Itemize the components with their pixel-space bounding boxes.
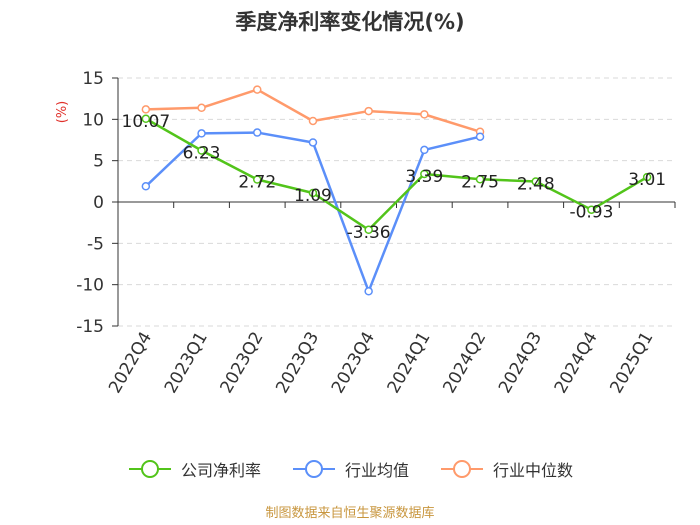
data-point	[420, 110, 429, 119]
data-label: 10.07	[122, 112, 171, 132]
x-tick-label: 2023Q1	[161, 329, 212, 397]
legend: 公司净利率 行业均值 行业中位数	[0, 457, 700, 481]
data-point	[141, 182, 151, 191]
data-labels: 10.07 6.23 2.72 1.09 -3.36 3.39 2.75 2.48 -0.93 3…	[122, 112, 667, 243]
legend-label: 行业均值	[344, 461, 409, 480]
data-label: 2.48	[517, 174, 555, 194]
data-point	[475, 132, 485, 141]
grid-lines	[118, 77, 675, 327]
x-tick-label: 2025Q1	[606, 329, 657, 397]
data-point	[475, 175, 485, 184]
data-point	[197, 129, 206, 138]
data-label: -3.36	[347, 223, 391, 243]
x-tick-label: 2024Q3	[495, 329, 546, 397]
data-point	[253, 128, 262, 137]
data-point	[364, 225, 373, 235]
x-tick-label: 2023Q2	[217, 329, 268, 397]
data-point	[642, 172, 652, 182]
legend-item[interactable]: 行业均值	[291, 457, 409, 481]
legend-marker-icon	[292, 460, 335, 478]
y-tick-label: -15	[76, 317, 104, 337]
data-point	[141, 114, 151, 124]
source-note: 制图数据来自恒生聚源数据库	[265, 506, 435, 521]
y-axis-label: (%)	[55, 101, 70, 124]
legend-label: 行业中位数	[493, 461, 574, 480]
data-point	[364, 106, 373, 116]
x-tick-label: 2023Q4	[328, 329, 379, 397]
legend-item[interactable]: 行业中位数	[439, 457, 573, 481]
data-point	[308, 116, 318, 126]
data-point	[253, 85, 262, 94]
data-label: 6.23	[183, 143, 221, 163]
data-point	[420, 145, 429, 155]
data-point	[420, 169, 429, 179]
data-label: 2.75	[461, 172, 499, 192]
y-tick-label: 0	[93, 193, 104, 213]
data-point	[141, 105, 151, 114]
series-line	[145, 88, 481, 133]
y-tick-label: 15	[82, 69, 104, 89]
chart-title: 季度净利率变化情况(%)	[235, 10, 465, 34]
data-label: 2.72	[238, 173, 276, 193]
data-point	[531, 177, 540, 186]
data-label: 1.09	[294, 186, 332, 206]
data-point	[364, 287, 373, 296]
y-tick-label: 10	[82, 110, 104, 130]
legend-label: 公司净利率	[180, 461, 261, 480]
x-tick-label: 2022Q4	[105, 329, 156, 397]
data-point	[253, 175, 262, 184]
data-label: 3.01	[628, 170, 666, 190]
series-line	[145, 117, 648, 232]
legend-item[interactable]: 公司净利率	[127, 457, 261, 481]
data-point	[308, 188, 318, 198]
legend-marker-icon	[128, 460, 171, 478]
y-tick-label: -10	[76, 276, 104, 296]
x-tick-label: 2024Q1	[384, 329, 435, 397]
data-label: -0.93	[569, 203, 613, 223]
legend-marker-icon	[441, 460, 483, 478]
x-tick-label: 2024Q2	[439, 329, 490, 397]
data-label: 3.39	[405, 167, 443, 187]
x-tick-label: 2023Q3	[272, 329, 323, 397]
series-layer	[141, 85, 652, 296]
data-point	[308, 138, 318, 147]
x-tick-label: 2024Q4	[551, 329, 602, 397]
y-tick-label: 5	[93, 152, 104, 172]
data-point	[197, 146, 206, 155]
y-tick-label: -5	[87, 234, 104, 254]
data-point	[197, 103, 206, 113]
data-point	[587, 205, 596, 214]
